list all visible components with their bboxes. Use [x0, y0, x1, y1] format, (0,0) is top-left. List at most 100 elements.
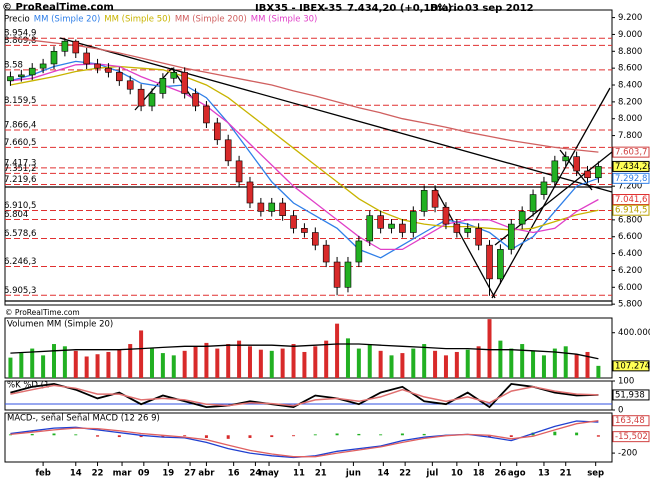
- x-tick-label: 21: [560, 469, 572, 479]
- volume-bar: [367, 344, 372, 378]
- y-tick-label: 400.000: [618, 328, 650, 338]
- oscillator-line: [10, 384, 599, 407]
- volume-bar: [215, 348, 220, 378]
- volume-bar: [237, 340, 242, 378]
- y-tick-label: 7.800: [618, 131, 642, 141]
- value-tag: [612, 204, 650, 216]
- level-label: 8.58: [4, 60, 23, 70]
- candle-body: [50, 50, 58, 65]
- x-tick-label: ago: [508, 469, 526, 479]
- volume-bar: [84, 356, 89, 378]
- x-tick-label: 11: [293, 469, 305, 479]
- x-tick-label: feb: [35, 469, 51, 479]
- macd-bar: [488, 435, 492, 438]
- volume-bar: [585, 351, 590, 378]
- level-label: 6.578,6: [4, 229, 36, 239]
- trendline: [59, 37, 613, 193]
- macd-bar: [161, 435, 165, 438]
- legend-entry: MM (Simple 30): [251, 15, 318, 25]
- candle-body: [551, 160, 559, 183]
- x-tick-label: 22: [92, 469, 104, 479]
- volume-bar: [411, 348, 416, 378]
- volume-bar: [509, 348, 514, 378]
- macd-bar: [139, 435, 143, 438]
- candle-body: [409, 211, 417, 233]
- volume-bar: [117, 349, 122, 378]
- level-label: 8.954,9: [4, 29, 36, 39]
- value-tag-label: 107.274: [615, 361, 650, 371]
- y-tick-label: 8.600: [618, 64, 642, 74]
- candle-body: [181, 72, 188, 94]
- x-tick-label: 13: [538, 469, 550, 479]
- macd-bar: [553, 431, 557, 436]
- value-tag: [612, 172, 650, 184]
- panel-title: MACD-, señal Señal MACD (12 26 9): [7, 414, 160, 424]
- copyright: © ProRealTime.com: [5, 308, 80, 317]
- x-tick-label: 10: [451, 469, 463, 479]
- volume-average: [10, 343, 599, 360]
- candle-body: [137, 88, 145, 107]
- candle-body: [224, 139, 232, 162]
- candle-body: [344, 261, 352, 288]
- macd-bar: [357, 433, 361, 436]
- volume-bar: [73, 350, 78, 378]
- volume-bar: [128, 344, 133, 378]
- x-tick-label: 09: [138, 469, 150, 479]
- macd-bar: [270, 435, 274, 438]
- volume-bar: [596, 365, 601, 378]
- volume-bar: [422, 344, 427, 378]
- candle-body: [584, 170, 591, 179]
- volume-bar: [356, 348, 361, 378]
- candle-body: [94, 63, 101, 69]
- candle-body: [72, 40, 80, 54]
- value-tag-label: 51,938: [615, 390, 645, 400]
- legend-entry: MM (Simple 200): [175, 15, 247, 25]
- volume-bar: [389, 355, 394, 378]
- volume-bar: [280, 348, 285, 378]
- candle-body: [507, 223, 515, 250]
- volume-bar: [149, 348, 154, 378]
- level-label: 8.869,8: [4, 36, 36, 46]
- volume-bar: [30, 348, 35, 378]
- y-tick-label: 6.400: [618, 249, 642, 259]
- value-tag: [612, 431, 650, 443]
- macd-bar: [52, 433, 56, 436]
- x-tick-label: jul: [425, 469, 438, 479]
- candle-body: [399, 223, 406, 233]
- value-tag: [612, 146, 650, 158]
- value-tag: [612, 415, 650, 427]
- candle-body: [203, 105, 210, 124]
- level-label: 7.351,2: [4, 164, 36, 174]
- moving-average: [10, 37, 599, 153]
- y-tick-label: 6.600: [618, 232, 642, 242]
- volume-bar: [269, 350, 274, 378]
- candle-body: [116, 72, 123, 82]
- volume-bar: [324, 340, 329, 378]
- volume-bar: [193, 346, 198, 378]
- volume-bar: [247, 346, 252, 378]
- y-tick-label: 0: [618, 406, 623, 416]
- y-tick-label: 5.800: [618, 300, 642, 310]
- y-tick-label: 100: [618, 377, 634, 387]
- y-tick-label: -200: [618, 449, 637, 459]
- y-tick-label: 7.200: [618, 182, 642, 192]
- macd-bar: [248, 435, 252, 438]
- volume-bar: [258, 349, 263, 378]
- macd-bar: [596, 435, 600, 437]
- candle-body: [279, 202, 286, 216]
- candle-body: [170, 72, 178, 79]
- candle-body: [159, 77, 167, 94]
- level-label: 5.905,3: [4, 286, 36, 296]
- value-tag-label: -15,502: [615, 432, 648, 442]
- trendline: [434, 187, 496, 299]
- y-tick-label: 9.000: [618, 30, 642, 40]
- y-tick-label: 8.400: [618, 81, 642, 91]
- x-tick-label: 19: [162, 469, 174, 479]
- y-tick-label: 8.200: [618, 97, 642, 107]
- level-label: 6.246,3: [4, 257, 36, 267]
- volume-bar: [51, 344, 56, 378]
- volume-bar: [574, 354, 579, 378]
- volume-bar: [182, 350, 187, 378]
- volume-bar: [160, 353, 165, 378]
- macd-bar: [422, 433, 426, 436]
